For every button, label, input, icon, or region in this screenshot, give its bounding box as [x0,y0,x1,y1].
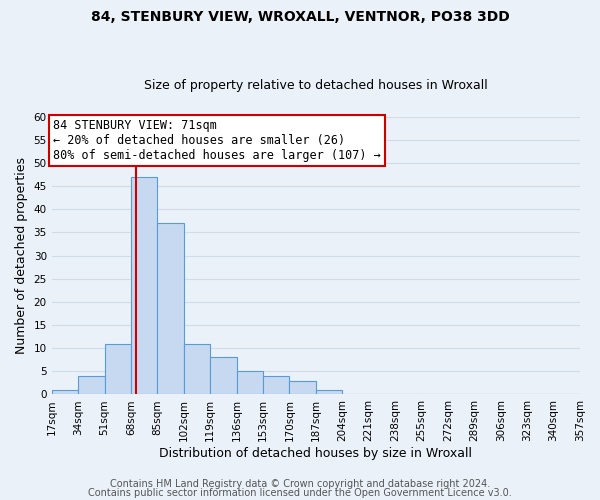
Text: 84, STENBURY VIEW, WROXALL, VENTNOR, PO38 3DD: 84, STENBURY VIEW, WROXALL, VENTNOR, PO3… [91,10,509,24]
Title: Size of property relative to detached houses in Wroxall: Size of property relative to detached ho… [144,79,488,92]
Bar [184,344,210,394]
Bar [157,223,184,394]
Bar [289,380,316,394]
X-axis label: Distribution of detached houses by size in Wroxall: Distribution of detached houses by size … [160,447,472,460]
Bar [104,344,131,394]
Bar [316,390,342,394]
Bar [78,376,104,394]
Text: 84 STENBURY VIEW: 71sqm
← 20% of detached houses are smaller (26)
80% of semi-de: 84 STENBURY VIEW: 71sqm ← 20% of detache… [53,119,381,162]
Text: Contains HM Land Registry data © Crown copyright and database right 2024.: Contains HM Land Registry data © Crown c… [110,479,490,489]
Bar [52,390,78,394]
Bar [263,376,289,394]
Bar [236,372,263,394]
Y-axis label: Number of detached properties: Number of detached properties [15,157,28,354]
Text: Contains public sector information licensed under the Open Government Licence v3: Contains public sector information licen… [88,488,512,498]
Bar [210,358,236,395]
Bar [131,177,157,394]
